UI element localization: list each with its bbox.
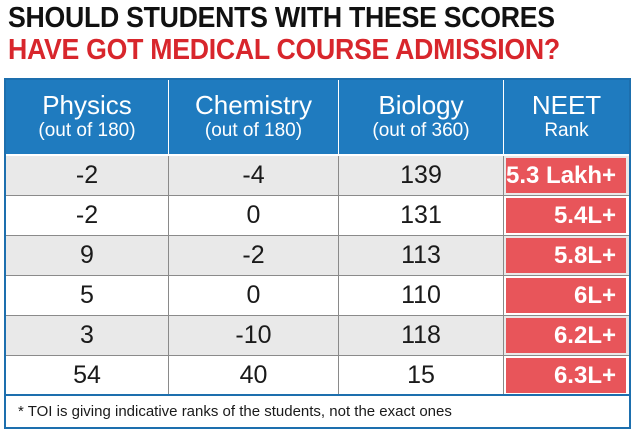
neet-rank-badge: 5.8L+ [506, 238, 626, 273]
chemistry-cell: 0 [169, 196, 339, 235]
column-title: Physics [42, 90, 132, 120]
biology-cell: 110 [339, 276, 504, 315]
column-title: NEET [531, 90, 602, 120]
row-divider [6, 235, 629, 236]
column-header-chemistry: Chemistry (out of 180) [169, 80, 339, 154]
physics-cell: 5 [6, 276, 169, 315]
column-header-biology: Biology (out of 360) [339, 80, 504, 154]
chemistry-cell: -4 [169, 156, 339, 195]
column-title: Chemistry [194, 90, 312, 120]
table-row: 54 40 15 6.3L+ [6, 356, 629, 395]
column-subtitle: Rank [544, 120, 589, 141]
neet-rank-badge: 6.3L+ [506, 358, 626, 393]
physics-cell: -2 [6, 156, 169, 195]
table-row: -2 0 131 5.4L+ [6, 196, 629, 235]
table-row: 5 0 110 6L+ [6, 276, 629, 315]
biology-cell: 15 [339, 356, 504, 395]
table-row: 9 -2 113 5.8L+ [6, 236, 629, 275]
physics-cell: 3 [6, 316, 169, 355]
scores-table: Physics (out of 180) Chemistry (out of 1… [4, 78, 631, 429]
biology-cell: 139 [339, 156, 504, 195]
physics-cell: 9 [6, 236, 169, 275]
table-header: Physics (out of 180) Chemistry (out of 1… [6, 80, 629, 154]
headline: SHOULD STUDENTS WITH THESE SCORES HAVE G… [8, 2, 583, 66]
column-subtitle: (out of 360) [372, 120, 470, 141]
neet-rank-badge: 6L+ [506, 278, 626, 313]
table-row: 3 -10 118 6.2L+ [6, 316, 629, 355]
row-divider [6, 315, 629, 316]
chemistry-cell: -10 [169, 316, 339, 355]
chemistry-cell: 0 [169, 276, 339, 315]
column-subtitle: (out of 180) [204, 120, 303, 141]
column-header-physics: Physics (out of 180) [6, 80, 169, 154]
row-divider [6, 275, 629, 276]
table-row: -2 -4 139 5.3 Lakh+ [6, 156, 629, 195]
neet-rank-badge: 6.2L+ [506, 318, 626, 353]
physics-cell: -2 [6, 196, 169, 235]
chemistry-cell: -2 [169, 236, 339, 275]
physics-cell: 54 [6, 356, 169, 395]
footnote: * TOI is giving indicative ranks of the … [6, 394, 629, 427]
row-divider [6, 195, 629, 196]
column-subtitle: (out of 180) [38, 120, 136, 141]
neet-rank-badge: 5.4L+ [506, 198, 626, 233]
chemistry-cell: 40 [169, 356, 339, 395]
biology-cell: 113 [339, 236, 504, 275]
headline-line-2: HAVE GOT MEDICAL COURSE ADMISSION? [8, 34, 560, 66]
row-divider [6, 355, 629, 356]
biology-cell: 131 [339, 196, 504, 235]
column-title: Biology [378, 90, 464, 120]
neet-rank-badge: 5.3 Lakh+ [506, 158, 626, 193]
column-header-neet-rank: NEET Rank [504, 80, 629, 154]
biology-cell: 118 [339, 316, 504, 355]
headline-line-1: SHOULD STUDENTS WITH THESE SCORES [8, 2, 555, 34]
